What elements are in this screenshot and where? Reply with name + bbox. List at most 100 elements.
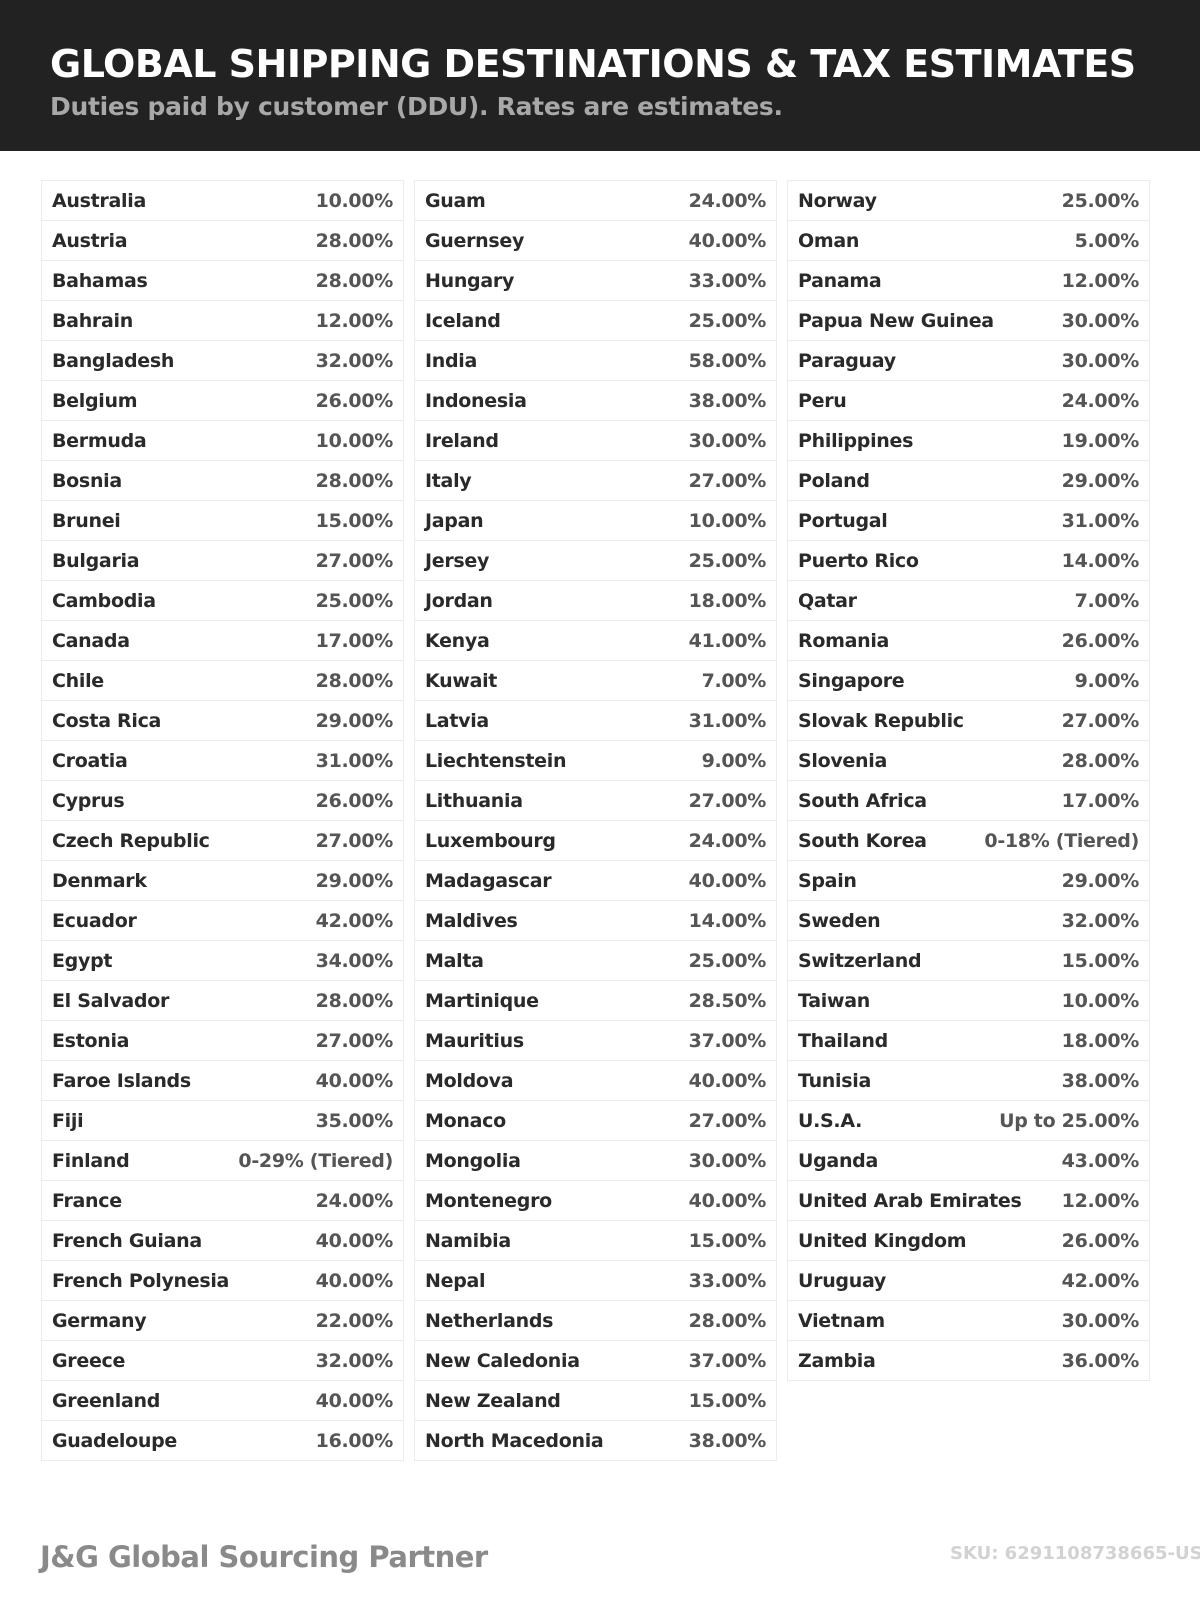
table-row: Lithuania 27.00% [415, 781, 776, 821]
country-name: Kenya [425, 629, 490, 652]
tax-rate: 16.00% [315, 1429, 394, 1452]
table-row: Singapore 9.00% [788, 661, 1149, 701]
table-row: Qatar 7.00% [788, 581, 1149, 621]
table-row: Bermuda 10.00% [42, 421, 403, 461]
country-name: Ecuador [52, 909, 137, 932]
table-row: Ireland 30.00% [415, 421, 776, 461]
table-row: Philippines 19.00% [788, 421, 1149, 461]
country-name: Germany [52, 1309, 147, 1332]
table-row: Belgium 26.00% [42, 381, 403, 421]
country-name: Cyprus [52, 789, 125, 812]
table-row: United Arab Emirates 12.00% [788, 1181, 1149, 1221]
country-name: United Kingdom [798, 1229, 967, 1252]
tax-rate: 10.00% [315, 429, 394, 452]
table-row: Nepal 33.00% [415, 1261, 776, 1301]
tax-rate: 35.00% [315, 1109, 394, 1132]
table-row: French Guiana 40.00% [42, 1221, 403, 1261]
tax-rate: 9.00% [1074, 669, 1140, 692]
country-name: Papua New Guinea [798, 309, 994, 332]
tax-rate: 43.00% [1061, 1149, 1140, 1172]
tax-rate: 40.00% [688, 869, 767, 892]
country-name: Lithuania [425, 789, 523, 812]
country-name: Bahrain [52, 309, 133, 332]
country-name: Moldova [425, 1069, 514, 1092]
table-row: Brunei 15.00% [42, 501, 403, 541]
tax-rate: 37.00% [688, 1349, 767, 1372]
country-name: Mongolia [425, 1149, 521, 1172]
country-name: Egypt [52, 949, 113, 972]
tax-rate: 24.00% [1061, 389, 1140, 412]
country-name: Kuwait [425, 669, 498, 692]
tax-rate: 27.00% [315, 829, 394, 852]
page-subtitle: Duties paid by customer (DDU). Rates are… [50, 92, 783, 121]
tax-rate: 33.00% [688, 1269, 767, 1292]
country-name: Iceland [425, 309, 501, 332]
tax-rate: 30.00% [1061, 309, 1140, 332]
table-row: Ecuador 42.00% [42, 901, 403, 941]
country-name: Spain [798, 869, 857, 892]
country-name: Hungary [425, 269, 515, 292]
country-name: Indonesia [425, 389, 527, 412]
table-row: Kuwait 7.00% [415, 661, 776, 701]
table-row: Czech Republic 27.00% [42, 821, 403, 861]
table-row: New Zealand 15.00% [415, 1381, 776, 1421]
country-name: Faroe Islands [52, 1069, 191, 1092]
country-name: South Africa [798, 789, 927, 812]
tax-rate: 37.00% [688, 1029, 767, 1052]
tax-rate: 28.00% [315, 989, 394, 1012]
country-name: Bahamas [52, 269, 148, 292]
tax-rate: 5.00% [1074, 229, 1140, 252]
table-row: Netherlands 28.00% [415, 1301, 776, 1341]
table-row: Mauritius 37.00% [415, 1021, 776, 1061]
country-name: Vietnam [798, 1309, 885, 1332]
country-name: Tunisia [798, 1069, 871, 1092]
tax-rate: 30.00% [688, 429, 767, 452]
country-name: France [52, 1189, 122, 1212]
table-row: Uruguay 42.00% [788, 1261, 1149, 1301]
country-name: U.S.A. [798, 1109, 863, 1132]
tax-rate: 17.00% [1061, 789, 1140, 812]
tax-rate: 15.00% [1061, 949, 1140, 972]
table-row: Paraguay 30.00% [788, 341, 1149, 381]
country-name: Thailand [798, 1029, 888, 1052]
tax-rate: 7.00% [1074, 589, 1140, 612]
table-row: Switzerland 15.00% [788, 941, 1149, 981]
table-row: French Polynesia 40.00% [42, 1261, 403, 1301]
table-row: Bahamas 28.00% [42, 261, 403, 301]
table-row: Bangladesh 32.00% [42, 341, 403, 381]
table-row: Indonesia 38.00% [415, 381, 776, 421]
table-row: Thailand 18.00% [788, 1021, 1149, 1061]
table-row: Tunisia 38.00% [788, 1061, 1149, 1101]
rates-column-1: Australia 10.00% Austria 28.00% Bahamas 28.00… [41, 180, 404, 1461]
table-row: Panama 12.00% [788, 261, 1149, 301]
table-row: United Kingdom 26.00% [788, 1221, 1149, 1261]
tax-rate: 7.00% [701, 669, 767, 692]
tax-rate: 22.00% [315, 1309, 394, 1332]
table-row: Faroe Islands 40.00% [42, 1061, 403, 1101]
tax-rate: 33.00% [688, 269, 767, 292]
tax-rate: 17.00% [315, 629, 394, 652]
country-name: New Caledonia [425, 1349, 580, 1372]
country-name: Canada [52, 629, 130, 652]
tax-rate: 0-18% (Tiered) [984, 829, 1139, 852]
country-name: Taiwan [798, 989, 870, 1012]
country-name: Namibia [425, 1229, 511, 1252]
table-row: Monaco 27.00% [415, 1101, 776, 1141]
tax-rate: 24.00% [688, 829, 767, 852]
country-name: Ireland [425, 429, 499, 452]
table-row: Cyprus 26.00% [42, 781, 403, 821]
country-name: Greece [52, 1349, 126, 1372]
country-name: Austria [52, 229, 128, 252]
tax-rate: 29.00% [315, 869, 394, 892]
country-name: Estonia [52, 1029, 130, 1052]
tax-rate: 30.00% [688, 1149, 767, 1172]
tax-rate: 27.00% [315, 1029, 394, 1052]
table-row: Hungary 33.00% [415, 261, 776, 301]
tax-rate: 38.00% [688, 1429, 767, 1452]
tax-rate: 12.00% [1061, 1189, 1140, 1212]
tax-rate: 14.00% [688, 909, 767, 932]
country-name: Japan [425, 509, 484, 532]
tax-rate: 28.00% [315, 669, 394, 692]
table-row: Austria 28.00% [42, 221, 403, 261]
country-name: Fiji [52, 1109, 84, 1132]
